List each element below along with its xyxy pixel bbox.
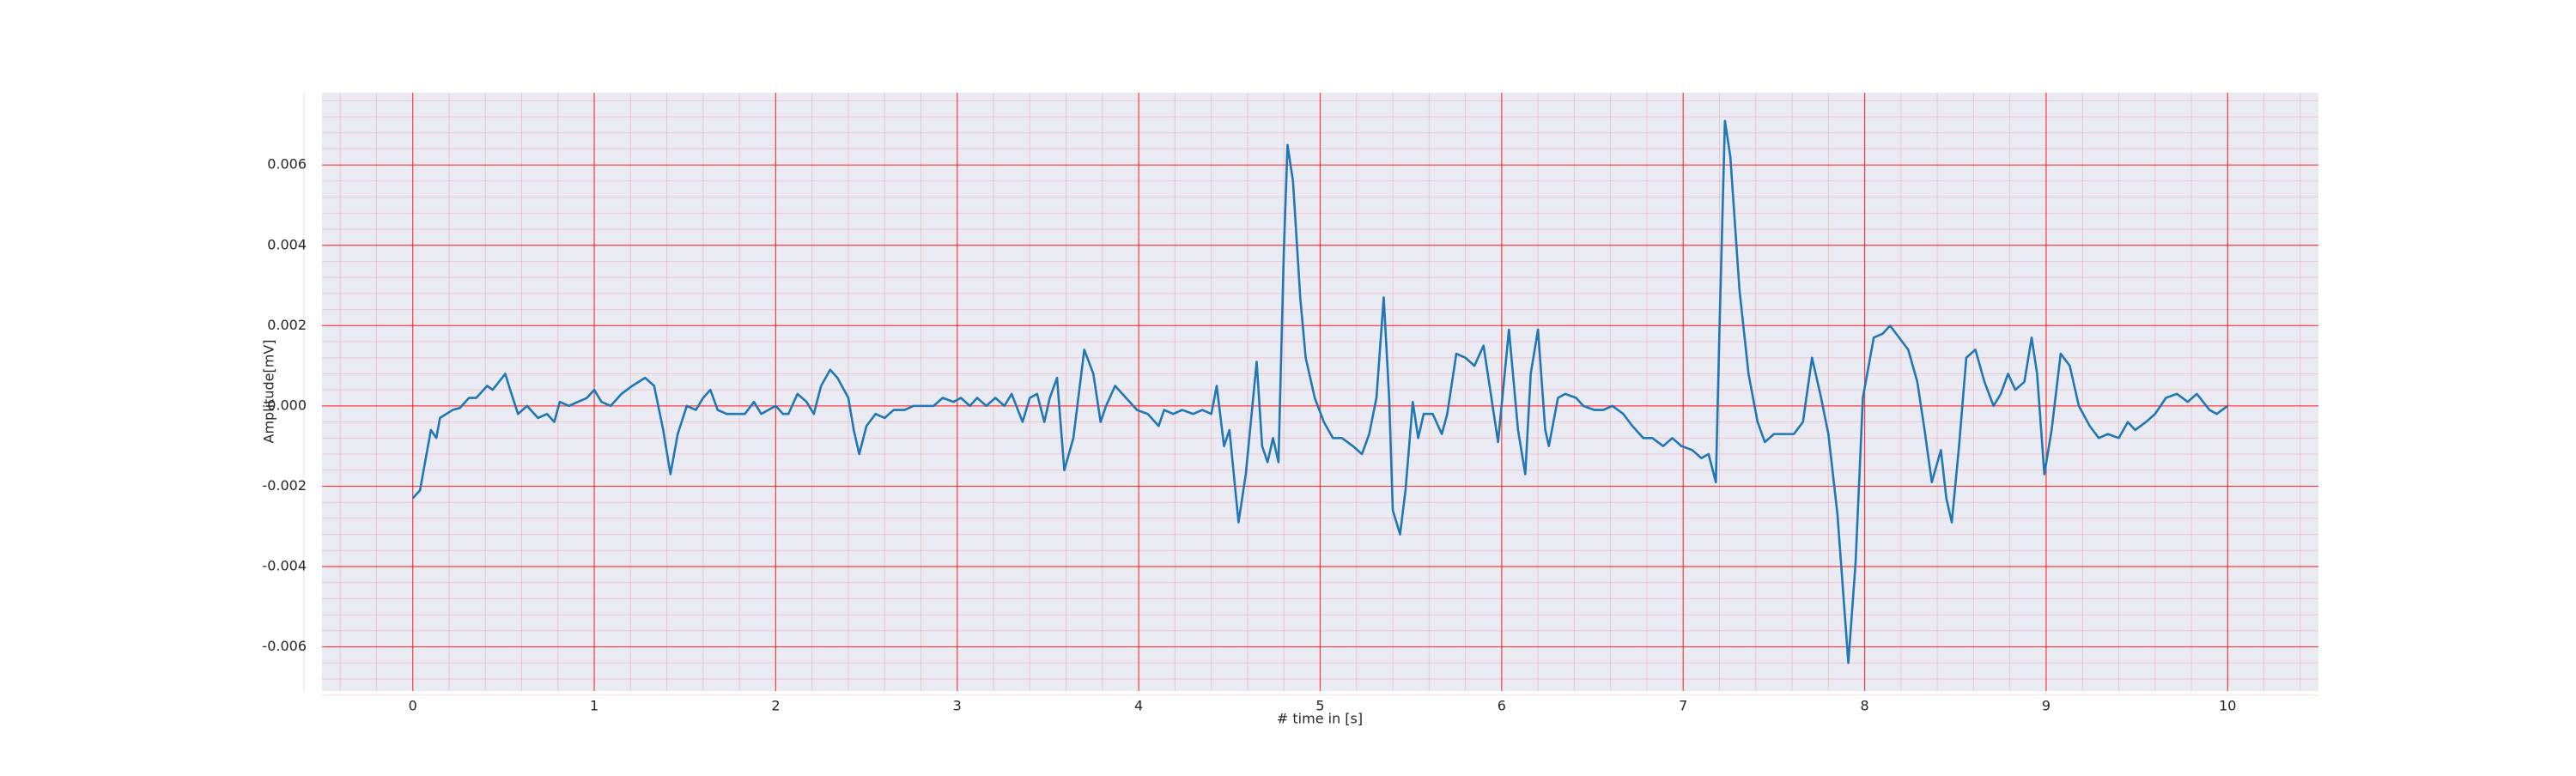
y-tick-label: 0.000 — [267, 397, 307, 413]
x-tick-label: 10 — [2219, 698, 2236, 714]
x-tick-label: 2 — [771, 698, 780, 714]
x-tick-label: 9 — [2042, 698, 2050, 714]
x-tick-label: 4 — [1134, 698, 1143, 714]
y-tick-label: -0.002 — [262, 477, 307, 494]
y-axis-label: Amplitude[mV] — [261, 339, 277, 443]
x-tick-label: 6 — [1498, 698, 1506, 714]
y-tick-label: -0.004 — [262, 557, 307, 573]
signal-line — [411, 119, 2229, 664]
x-tick-label: 5 — [1315, 698, 1324, 714]
x-tick-label: 1 — [590, 698, 598, 714]
y-tick-label: 0.002 — [267, 317, 307, 333]
y-tick-label: 0.004 — [267, 236, 307, 252]
y-tick-label: -0.006 — [262, 638, 307, 654]
x-tick-label: 0 — [409, 698, 417, 714]
y-tick-label: 0.006 — [267, 156, 307, 173]
x-tick-label: 3 — [953, 698, 962, 714]
x-tick-label: 7 — [1679, 698, 1687, 714]
x-tick-label: 8 — [1860, 698, 1868, 714]
x-axis-label: # time in [s] — [1277, 711, 1363, 727]
